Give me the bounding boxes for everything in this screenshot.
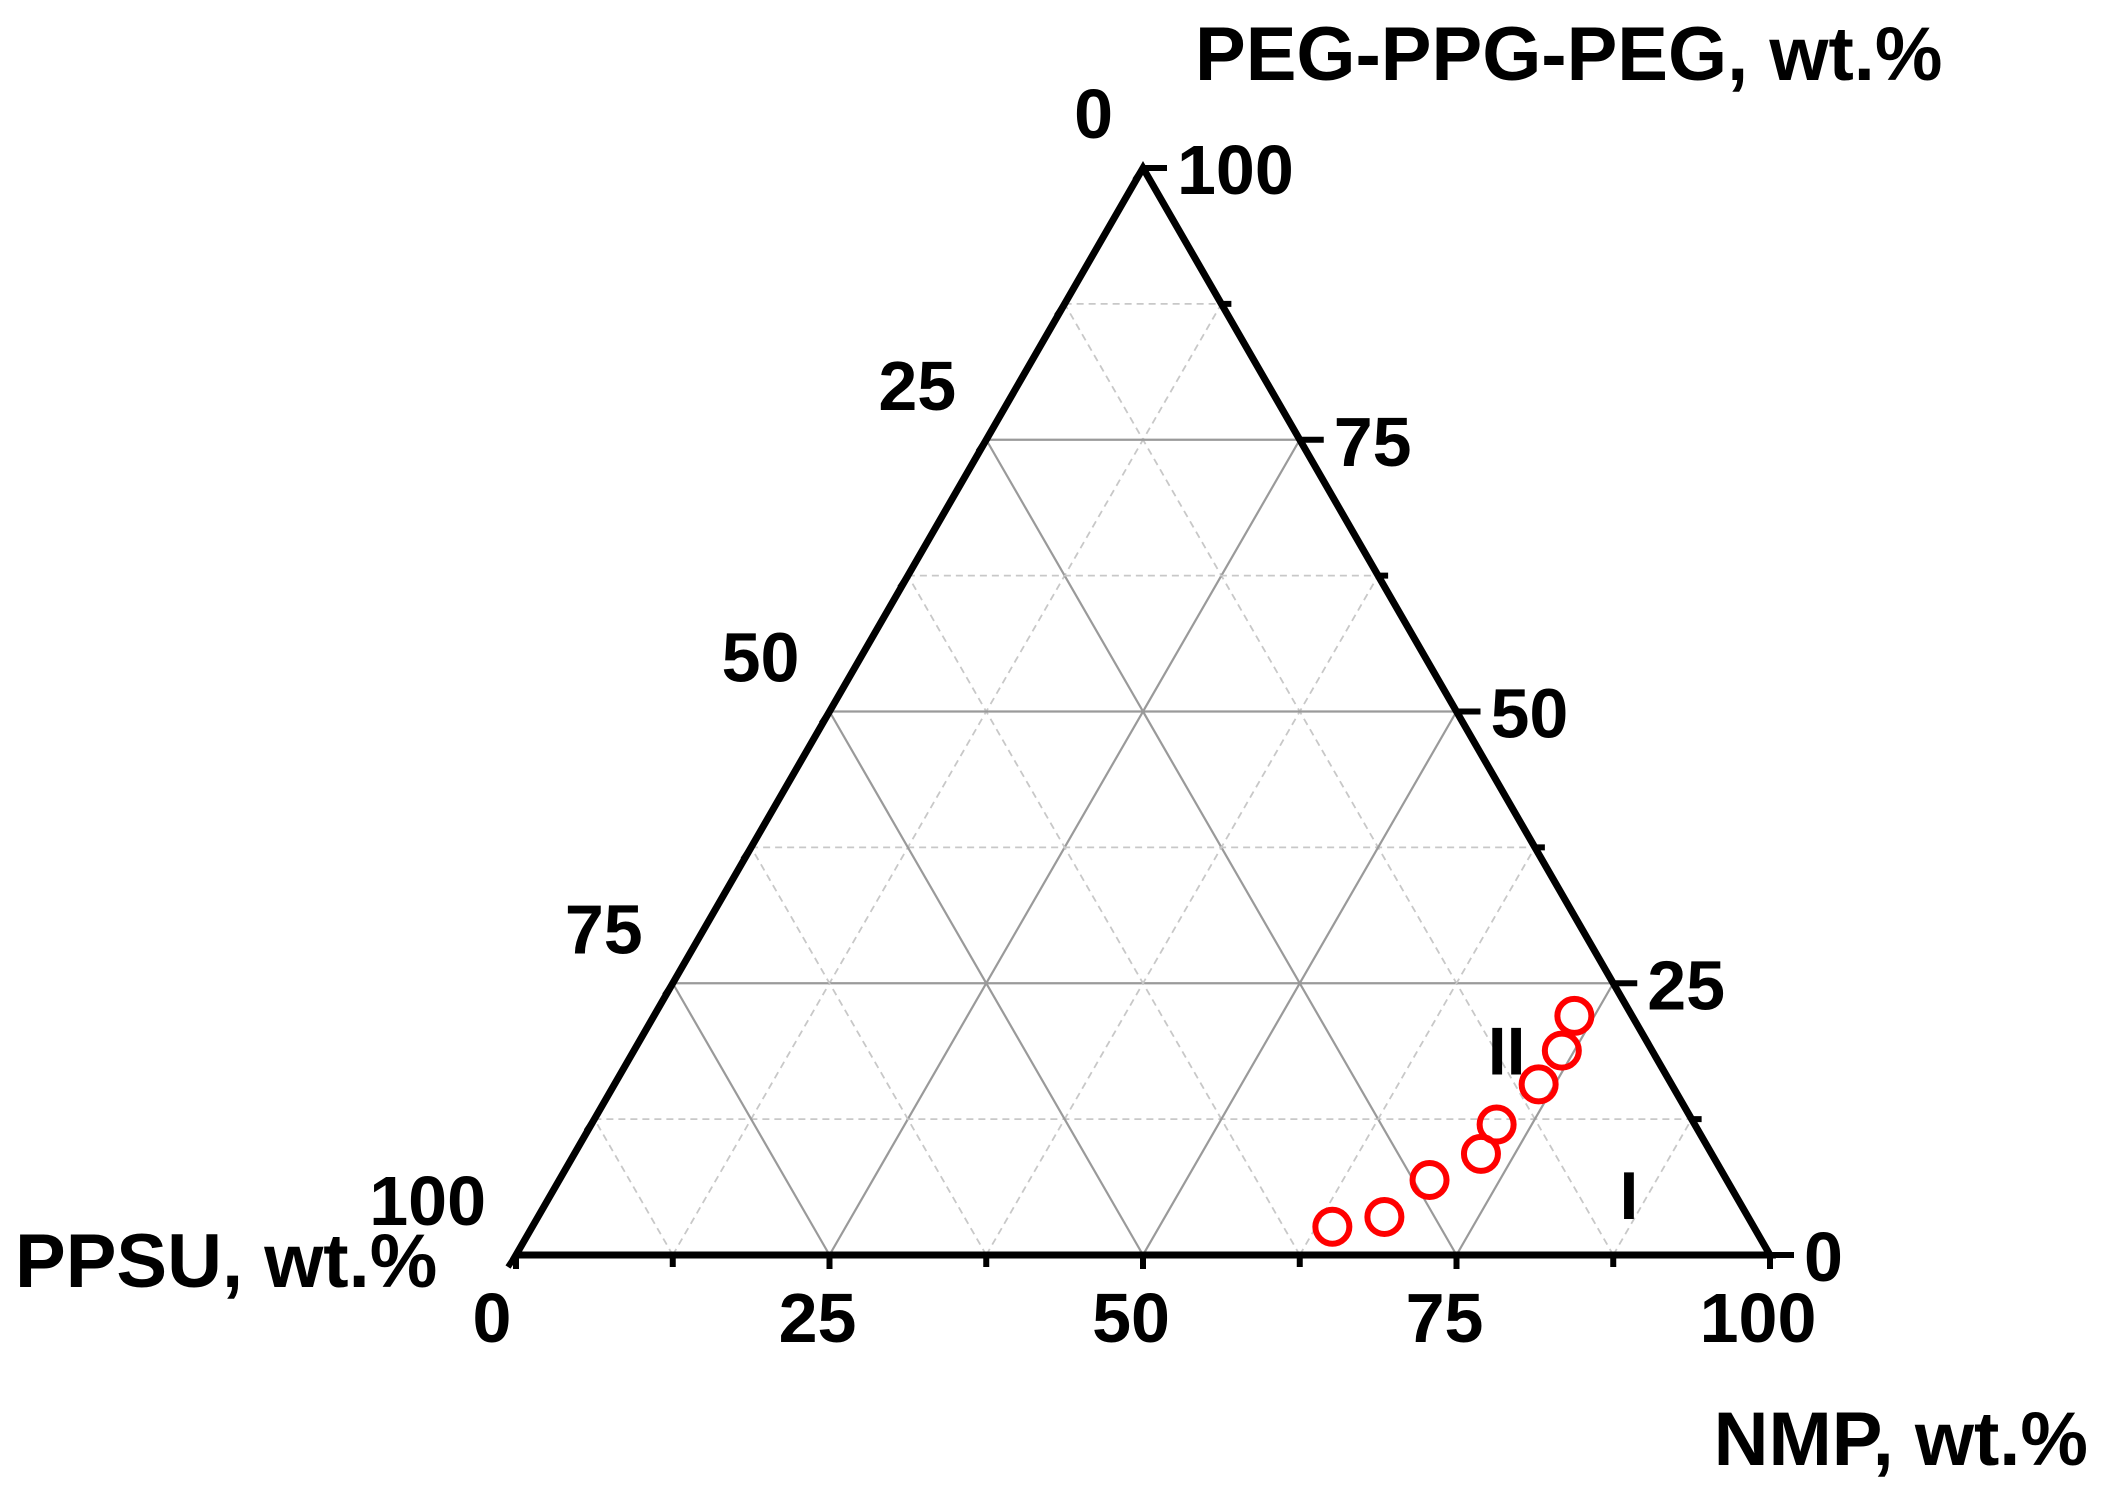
tick-ppsu: [740, 845, 754, 862]
grid-lines: [593, 302, 1693, 1256]
grid-line-ppsu: [1063, 303, 1615, 1256]
tick-label-nmp: 50: [1092, 1279, 1170, 1357]
data-point: [1312, 1206, 1353, 1247]
tick-label-ppsu: 25: [878, 347, 956, 425]
tick-label-peg: 25: [1647, 946, 1725, 1024]
data-point: [1518, 1064, 1559, 1105]
tick-labels: 0 0 0 25 25 25 50 50 50 75 75 75 100 100 100: [369, 75, 1843, 1357]
tick-label-ppsu: 0: [1074, 75, 1113, 153]
data-point: [1554, 995, 1595, 1036]
tick-label-peg: 0: [1804, 1218, 1843, 1296]
tick-label-ppsu: 50: [722, 619, 800, 697]
region-labels: III: [1488, 1014, 1639, 1235]
tick-ppsu: [897, 573, 911, 590]
tick-label-nmp: 25: [779, 1279, 857, 1357]
tick-label-peg: 50: [1491, 675, 1569, 753]
tick-label-peg: 75: [1334, 403, 1412, 481]
tick-ppsu: [583, 1117, 597, 1133]
tick-ppsu: [505, 1253, 519, 1269]
data-point: [1364, 1196, 1405, 1237]
data-point: [1409, 1159, 1450, 1200]
grid-line-ppsu: [671, 982, 831, 1256]
data-point: [1541, 1030, 1582, 1071]
grid-line-nmp: [1298, 846, 1536, 1256]
right-axis-title: NMP, wt.%: [1714, 1397, 2088, 1482]
grid-line-ppsu: [907, 575, 1301, 1256]
axis-ticks: [505, 165, 1794, 1269]
grid-line-ppsu: [750, 846, 988, 1256]
grid-line-ppsu: [828, 710, 1144, 1256]
tick-label-peg: 100: [1177, 131, 1294, 209]
tick-ppsu: [662, 981, 676, 997]
data-point: [1476, 1104, 1517, 1145]
tick-label-ppsu: 75: [565, 890, 643, 968]
grid-line-nmp: [1142, 710, 1458, 1256]
tick-ppsu: [819, 709, 832, 726]
region-label: II: [1488, 1014, 1526, 1090]
grid-line-nmp: [1612, 1118, 1693, 1256]
data-points: [1312, 995, 1595, 1247]
tick-label-nmp: 0: [473, 1279, 512, 1357]
tick-label-nmp: 100: [1700, 1279, 1817, 1357]
tick-label-nmp: 75: [1406, 1279, 1484, 1357]
grid-line-nmp: [671, 303, 1223, 1256]
region-label: I: [1619, 1158, 1638, 1234]
grid-line-ppsu: [593, 1118, 674, 1256]
tick-ppsu: [1054, 302, 1068, 318]
tick-ppsu: [975, 438, 989, 454]
top-axis-title: PEG-PPG-PEG, wt.%: [1195, 12, 1942, 97]
grid-line-nmp: [985, 575, 1379, 1256]
tick-label-ppsu: 100: [369, 1162, 486, 1240]
tick-ppsu: [1132, 166, 1146, 182]
left-axis-title: PPSU, wt.%: [15, 1219, 437, 1304]
